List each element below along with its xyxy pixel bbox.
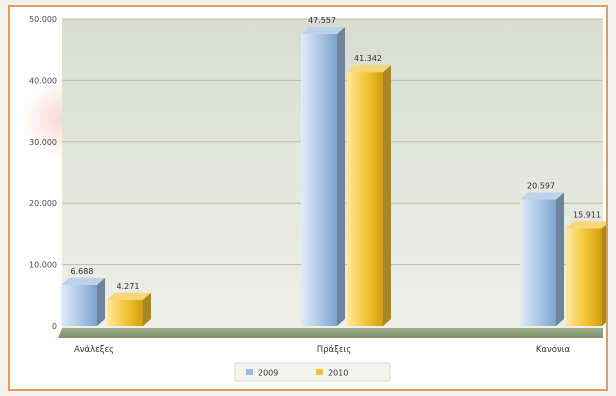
legend: 2009 2010 <box>234 362 391 382</box>
bar-front <box>566 228 602 326</box>
y-tick-label: 10.000 <box>29 261 57 270</box>
bar-front <box>301 34 337 326</box>
bar-top <box>520 192 564 200</box>
bar-top <box>107 292 151 300</box>
bar-side <box>602 224 606 326</box>
data-label-2010-1: 41.342 <box>354 54 382 63</box>
category-label: Κανόνια <box>536 344 571 355</box>
legend-box <box>234 362 391 382</box>
bar-side <box>556 192 564 326</box>
bar-top <box>61 277 105 285</box>
y-tick-label: 0 <box>52 322 57 331</box>
y-tick-label: 20.000 <box>29 199 57 208</box>
legend-label-2009: 2009 <box>258 369 278 378</box>
data-label-2010-0: 4.271 <box>117 282 140 291</box>
bar-top <box>301 27 345 35</box>
legend-swatch-2009 <box>246 369 253 375</box>
y-tick-label: 40.000 <box>29 76 57 85</box>
data-label-2009-1: 47.557 <box>308 16 336 25</box>
bar-2009-2 <box>520 192 564 326</box>
data-labels: 6.688 4.271 47.557 41.342 20.597 15.911 <box>71 16 601 291</box>
chart-floor <box>58 328 603 338</box>
category-label: Ανάλεξες <box>74 345 114 355</box>
bar-2010-0 <box>107 292 151 326</box>
bar-side <box>143 292 151 326</box>
legend-label-2010: 2010 <box>328 369 348 378</box>
category-label: Πράξεις <box>317 345 352 355</box>
y-tick-label: 50.000 <box>29 15 57 24</box>
bars <box>61 27 606 326</box>
bar-side <box>97 277 105 326</box>
bar-top <box>566 221 606 229</box>
category-labels: Ανάλεξες Πράξεις Κανόνια <box>74 344 571 355</box>
bar-side <box>337 27 345 326</box>
data-label-2010-2: 15.911 <box>573 210 601 219</box>
bar-front <box>61 284 97 326</box>
bar-2010-1 <box>347 65 391 326</box>
bar-front <box>107 299 143 326</box>
bar-chart: 0 10.000 20.000 30.000 40.000 50.000 6.688 4.2… <box>22 15 606 382</box>
data-label-2009-2: 20.597 <box>527 182 555 191</box>
chart-frame: 0 10.000 20.000 30.000 40.000 50.000 6.688 4.2… <box>8 5 608 391</box>
data-label-2009-0: 6.688 <box>71 267 94 276</box>
bar-2009-0 <box>61 277 105 326</box>
bar-2010-2 <box>566 221 606 326</box>
bar-2009-1 <box>301 27 345 326</box>
bar-top <box>347 65 391 73</box>
bar-front <box>520 199 556 326</box>
bar-front <box>347 72 383 326</box>
y-tick-label: 30.000 <box>29 138 57 147</box>
legend-swatch-2010 <box>316 369 323 375</box>
bar-side <box>383 65 391 326</box>
y-axis-ticks: 0 10.000 20.000 30.000 40.000 50.000 <box>29 15 57 331</box>
